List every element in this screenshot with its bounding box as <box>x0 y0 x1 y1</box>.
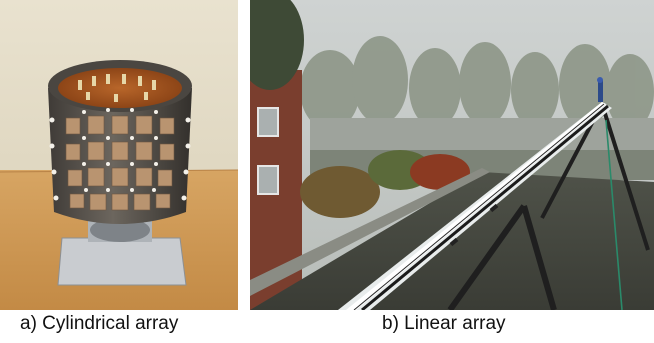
caption-linear-array: b) Linear array <box>382 313 506 334</box>
photo-linear-array <box>250 0 654 310</box>
caption-cylindrical-array: a) Cylindrical array <box>20 313 179 334</box>
photo-cylindrical-array <box>0 0 238 310</box>
